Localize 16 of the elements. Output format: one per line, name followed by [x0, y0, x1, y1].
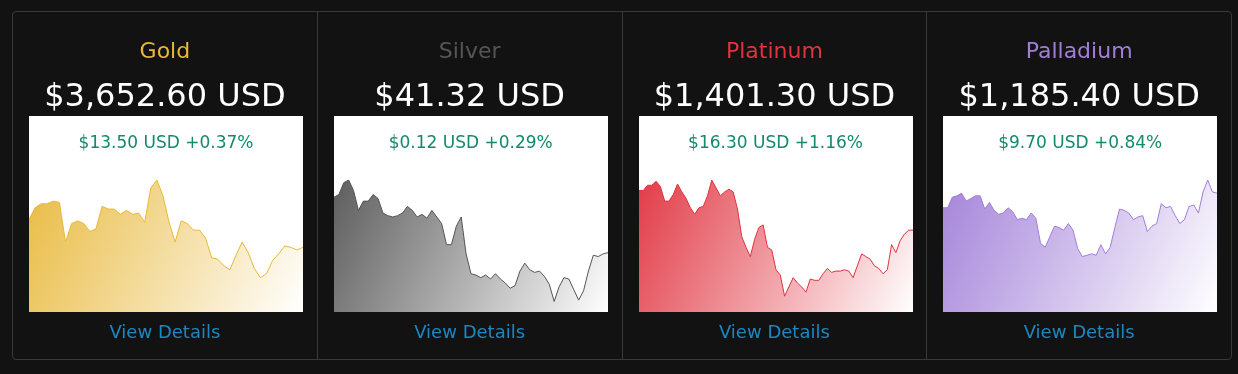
- chart-title: Palladium: [1024, 38, 1134, 63]
- chart-title: Gold: [138, 38, 192, 63]
- text: View Details: [413, 321, 527, 342]
- chart-subtitle: $1,185.40 USD: [957, 76, 1201, 114]
- text: View Details: [1022, 321, 1136, 342]
- chart-title: Platinum: [724, 38, 824, 63]
- chart-subtitle: $41.32 USD: [373, 76, 566, 114]
- text: $16.30 USD +1.16%: [687, 132, 864, 152]
- chart-subtitle: $1,401.30 USD: [652, 76, 897, 114]
- text: View Details: [717, 321, 831, 342]
- chart-title: Silver: [437, 38, 502, 63]
- text: View Details: [108, 321, 222, 342]
- text: $0.12 USD +0.29%: [387, 132, 554, 152]
- chart-subtitle: $3,652.60 USD: [43, 76, 287, 114]
- text: $9.70 USD +0.84%: [997, 132, 1164, 152]
- text: $13.50 USD +0.37%: [77, 132, 255, 152]
